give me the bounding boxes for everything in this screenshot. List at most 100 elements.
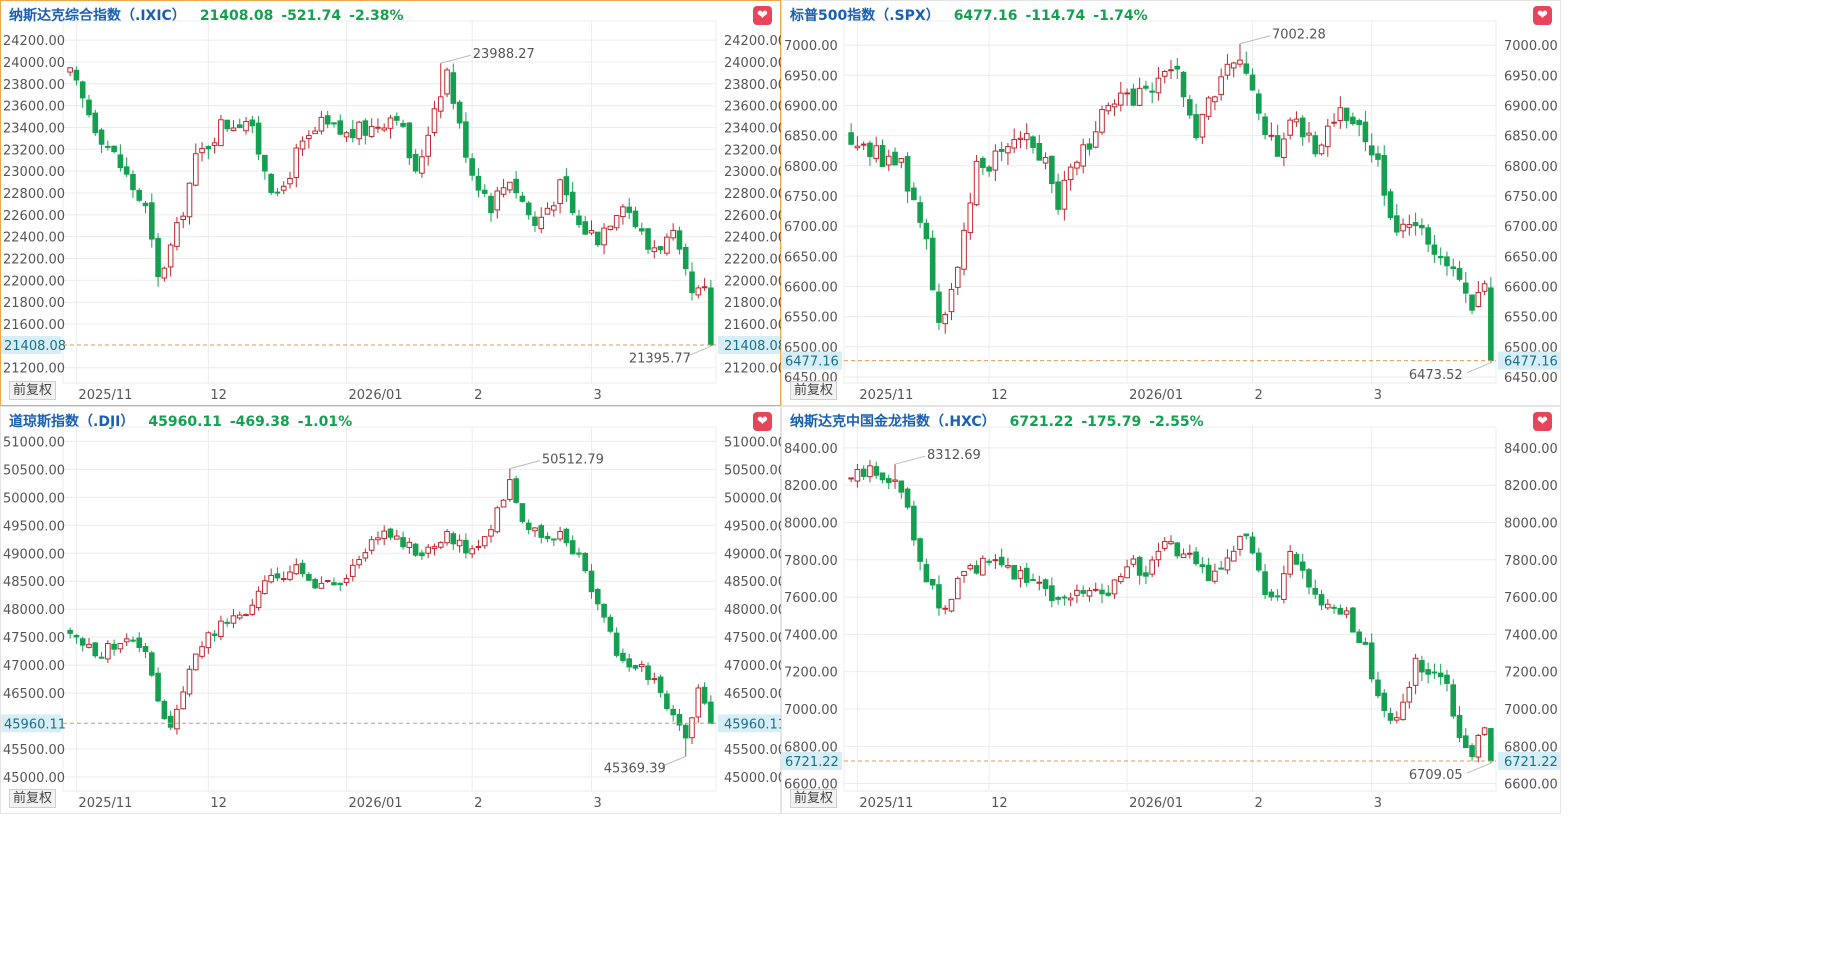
y-tick-label-left: 6750.00 xyxy=(784,190,838,205)
candle-body xyxy=(218,119,224,147)
current-price-tag-left xyxy=(782,351,842,370)
candle-body xyxy=(879,472,886,481)
candle-body xyxy=(1224,557,1231,571)
y-tick-label-left: 7800.00 xyxy=(784,554,838,569)
candle-body xyxy=(904,488,911,508)
y-tick-label-left: 24000.00 xyxy=(3,56,65,71)
candle-body xyxy=(676,230,683,250)
candle-body xyxy=(105,145,111,148)
candle-body xyxy=(280,185,287,191)
candle-body xyxy=(1475,292,1482,307)
candle-body xyxy=(431,546,438,550)
y-tick-label-right: 8200.00 xyxy=(1504,479,1558,494)
candle-body xyxy=(632,210,639,228)
candle-body xyxy=(331,122,337,125)
y-tick-label-right: 45500.00 xyxy=(724,743,782,758)
candle-body xyxy=(911,187,917,201)
candle-body xyxy=(1042,579,1049,589)
candle-body xyxy=(613,215,620,229)
candle-body xyxy=(576,552,582,555)
high-marker-line xyxy=(894,455,926,465)
candle-body xyxy=(1400,223,1406,232)
candle-body xyxy=(1268,134,1275,137)
candle-body xyxy=(1419,224,1425,229)
candle-body xyxy=(1350,116,1356,125)
candle-body xyxy=(1149,90,1155,93)
y-tick-label-left: 23200.00 xyxy=(3,143,65,158)
y-tick-label-left: 45000.00 xyxy=(3,771,65,786)
index-name[interactable]: 道琼斯指数（.DJI） xyxy=(9,414,135,430)
candlestick-chart[interactable]: 51000.00 51000.00 50500.00 50500.00 50000.00… xyxy=(1,407,782,815)
heart-icon[interactable]: ❤ xyxy=(1533,412,1552,431)
candle-body xyxy=(356,559,362,566)
candle-body xyxy=(1356,631,1362,644)
y-tick-label-left: 7200.00 xyxy=(784,666,838,681)
y-tick-label-right: 47500.00 xyxy=(724,631,782,646)
candle-body xyxy=(130,639,136,642)
y-tick-label-right: 6800.00 xyxy=(1504,740,1558,755)
candle-body xyxy=(601,603,607,618)
candle-body xyxy=(1456,268,1463,280)
heart-icon[interactable]: ❤ xyxy=(753,412,772,431)
chart-panel-dji[interactable]: 道琼斯指数（.DJI） 45960.11 -469.38 -1.01% ❤ 51000… xyxy=(0,406,782,815)
heart-icon[interactable]: ❤ xyxy=(1533,6,1552,25)
adjust-button[interactable]: 前复权 xyxy=(9,381,57,400)
y-tick-label-right: 49000.00 xyxy=(724,547,782,562)
candlestick-chart[interactable]: 7000.00 7000.00 6950.00 6950.00 6900.00 6900.… xyxy=(782,1,1562,407)
candle-body xyxy=(117,642,124,650)
candle-body xyxy=(1168,69,1174,72)
candle-body xyxy=(1111,103,1118,108)
current-price-label-left: 21408.08 xyxy=(4,339,66,354)
index-change: -175.79 xyxy=(1081,414,1142,430)
candle-body xyxy=(1067,166,1074,181)
candle-body xyxy=(437,96,444,112)
adjust-button[interactable]: 前复权 xyxy=(790,789,838,808)
candle-body xyxy=(1055,181,1061,210)
candle-body xyxy=(923,564,930,583)
y-tick-label-left: 46500.00 xyxy=(3,687,65,702)
index-change: -114.74 xyxy=(1025,8,1086,24)
index-name[interactable]: 纳斯达克中国金龙指数（.HXC） xyxy=(790,414,996,430)
candlestick-chart[interactable]: 8400.00 8400.00 8200.00 8200.00 8000.00 8000.… xyxy=(782,407,1562,815)
candle-body xyxy=(936,584,942,609)
candle-body xyxy=(1375,679,1381,697)
candle-body xyxy=(1030,578,1036,581)
plot-area xyxy=(843,20,1497,384)
y-tick-label-right: 7200.00 xyxy=(1504,666,1558,681)
adjust-button[interactable]: 前复权 xyxy=(9,789,57,808)
heart-icon[interactable]: ❤ xyxy=(753,6,772,25)
candle-body xyxy=(513,478,519,503)
plot-area xyxy=(62,20,717,384)
candle-body xyxy=(1017,570,1024,579)
candle-body xyxy=(998,556,1005,566)
candle-body xyxy=(469,548,475,555)
candle-body xyxy=(544,207,551,215)
y-tick-label-left: 50000.00 xyxy=(3,491,65,506)
candle-body xyxy=(892,479,898,482)
index-name[interactable]: 标普500指数（.SPX） xyxy=(790,8,940,24)
chart-panel-spx[interactable]: 标普500指数（.SPX） 6477.16 -114.74 -1.74% ❤ 7000… xyxy=(781,0,1561,406)
candle-body xyxy=(463,121,469,158)
chart-panel-ixic[interactable]: 纳斯达克综合指数（.IXIC） 21408.08 -521.74 -2.38% ❤ 2… xyxy=(0,0,782,407)
candle-body xyxy=(337,582,344,586)
current-price-label-right: 45960.11 xyxy=(724,717,782,732)
candle-body xyxy=(324,115,331,125)
chart-panel-hxc[interactable]: 纳斯达克中国金龙指数（.HXC） 6721.22 -175.79 -2.55% ❤ 8… xyxy=(781,406,1561,814)
candle-body xyxy=(73,634,80,638)
candle-body xyxy=(73,69,80,81)
y-tick-label-right: 6850.00 xyxy=(1504,130,1558,145)
y-tick-label-left: 50500.00 xyxy=(3,463,65,478)
index-name[interactable]: 纳斯达克综合指数（.IXIC） xyxy=(9,8,186,24)
candle-body xyxy=(998,148,1005,152)
candlestick-chart[interactable]: 24200.00 24200.00 24000.00 24000.00 23800.00… xyxy=(1,1,782,407)
candle-body xyxy=(1488,728,1494,762)
candle-body xyxy=(1262,116,1268,135)
candle-body xyxy=(626,658,632,668)
candle-body xyxy=(199,646,205,657)
candle-body xyxy=(387,117,394,129)
y-tick-label-right: 22400.00 xyxy=(724,231,782,246)
candle-body xyxy=(149,202,155,240)
candle-body xyxy=(701,286,708,289)
adjust-button[interactable]: 前复权 xyxy=(790,381,838,400)
candle-body xyxy=(532,216,538,226)
